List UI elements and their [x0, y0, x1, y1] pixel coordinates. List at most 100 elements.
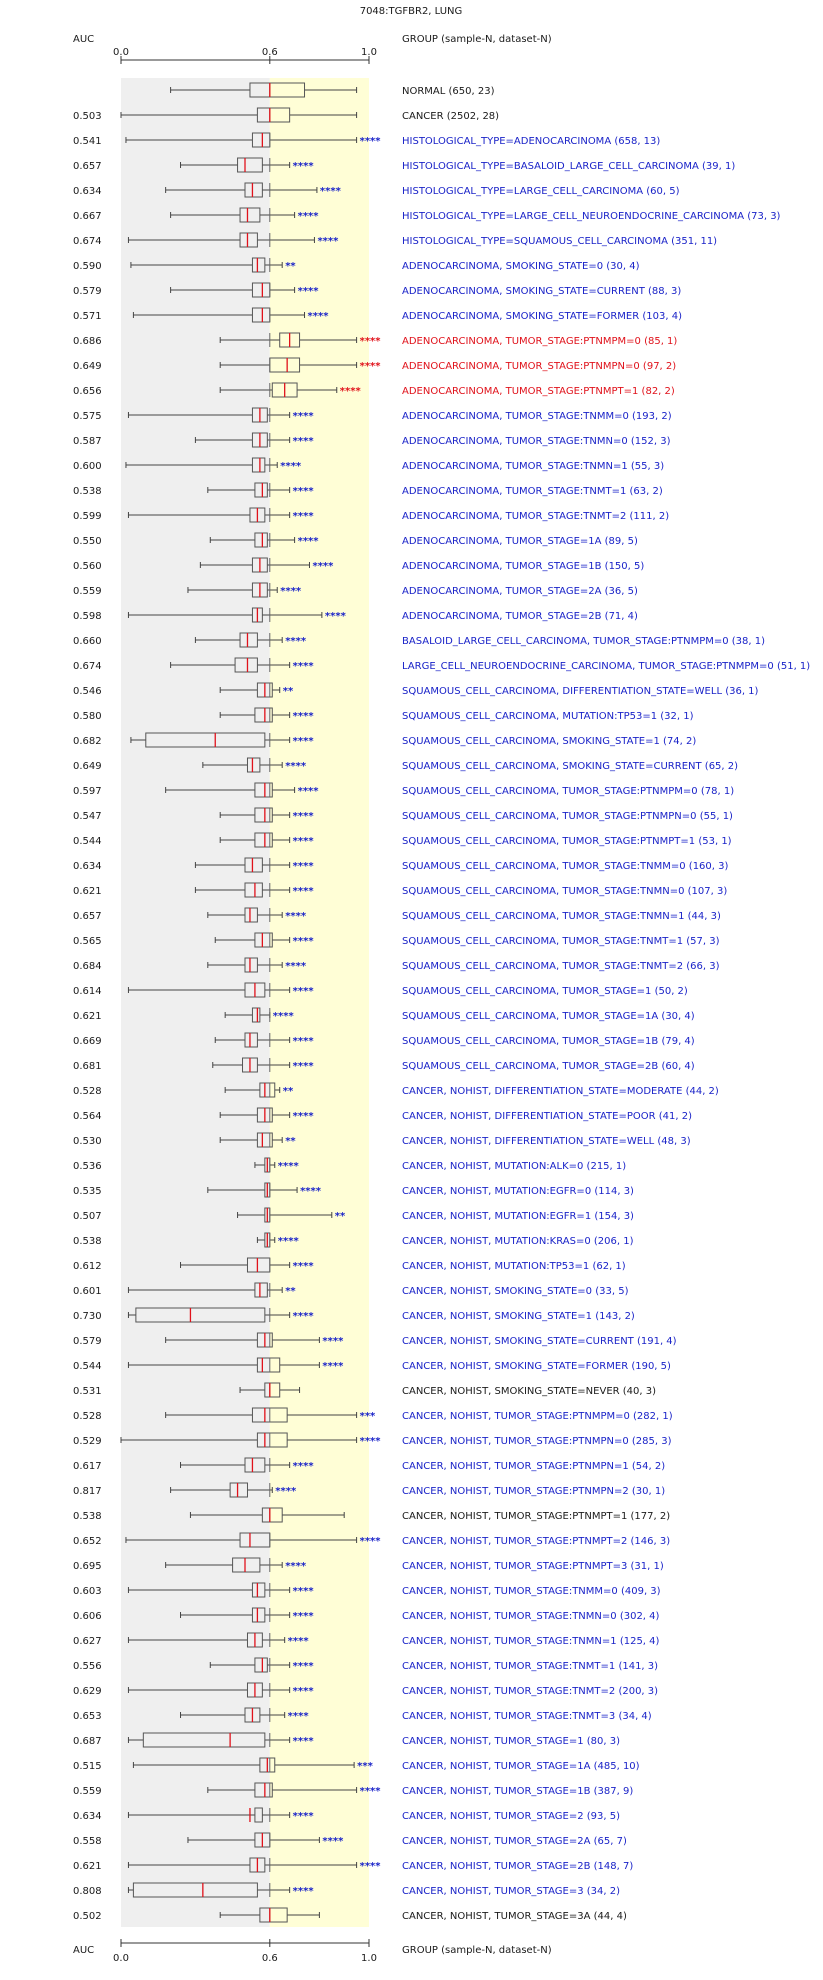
- auc-value: 0.621: [73, 1011, 102, 1022]
- box-row: **** 0.598 ADENOCARCINOMA, TUMOR_STAGE=2B …: [73, 607, 638, 623]
- significance-mark: ****: [293, 1036, 315, 1047]
- significance-mark: ****: [298, 211, 320, 222]
- auc-value: 0.598: [73, 611, 102, 622]
- box-iqr: [254, 932, 273, 948]
- auc-header-top: AUC: [73, 34, 94, 45]
- significance-mark: ****: [278, 1236, 300, 1247]
- significance-mark: ****: [325, 611, 347, 622]
- significance-mark: ****: [300, 1186, 322, 1197]
- x-tick-label-top: 0.0: [113, 47, 129, 58]
- group-label: CANCER, NOHIST, SMOKING_STATE=0 (33, 5): [402, 1286, 629, 1297]
- significance-mark: ****: [298, 786, 320, 797]
- group-label: ADENOCARCINOMA, TUMOR_STAGE:PTNMPT=1 (82…: [402, 386, 675, 397]
- significance-mark: ****: [293, 861, 315, 872]
- box-row: **** 0.660 BASALOID_LARGE_CELL_CARCINOMA, …: [73, 632, 765, 648]
- box-row: **** 0.634 SQUAMOUS_CELL_CARCINOMA, TUMOR_…: [73, 857, 729, 873]
- group-label: CANCER, NOHIST, TUMOR_STAGE=3A (44, 4): [402, 1911, 627, 1922]
- box-iqr: [244, 182, 263, 198]
- group-label: ADENOCARCINOMA, TUMOR_STAGE=2A (36, 5): [402, 586, 638, 597]
- significance-mark: ****: [293, 1811, 315, 1822]
- box-row: **** 0.600 ADENOCARCINOMA, TUMOR_STAGE:TNM…: [73, 457, 664, 473]
- auc-value: 0.599: [73, 511, 102, 522]
- group-label: CANCER, NOHIST, TUMOR_STAGE:TNMT=1 (141,…: [402, 1661, 658, 1672]
- box-iqr: [254, 1657, 268, 1673]
- auc-value: 0.603: [73, 1586, 102, 1597]
- auc-value: 0.612: [73, 1261, 102, 1272]
- group-label: ADENOCARCINOMA, SMOKING_STATE=0 (30, 4): [402, 261, 640, 272]
- box-iqr: [244, 907, 258, 923]
- box-row: **** 0.559 ADENOCARCINOMA, TUMOR_STAGE=2A …: [73, 582, 638, 598]
- box-iqr: [254, 482, 268, 498]
- significance-mark: ****: [275, 1486, 297, 1497]
- auc-value: 0.621: [73, 1861, 102, 1872]
- group-label: CANCER, NOHIST, MUTATION:ALK=0 (215, 1): [402, 1161, 626, 1172]
- box-iqr: [254, 707, 273, 723]
- box-row: **** 0.808 CANCER, NOHIST, TUMOR_STAGE=3 (…: [73, 1882, 620, 1898]
- group-label: CANCER, NOHIST, TUMOR_STAGE:PTNMPM=0 (28…: [402, 1411, 673, 1422]
- group-label: BASALOID_LARGE_CELL_CARCINOMA, TUMOR_STA…: [402, 636, 765, 647]
- group-label: CANCER, NOHIST, TUMOR_STAGE:PTNMPN=2 (30…: [402, 1486, 665, 1497]
- group-label: ADENOCARCINOMA, TUMOR_STAGE=1B (150, 5): [402, 561, 644, 572]
- box-row: 0.503 CANCER (2502, 28): [73, 107, 499, 123]
- group-label: SQUAMOUS_CELL_CARCINOMA, TUMOR_STAGE:PTN…: [402, 811, 733, 822]
- significance-mark: ****: [293, 886, 315, 897]
- auc-value: 0.587: [73, 436, 102, 447]
- auc-value: 0.538: [73, 486, 102, 497]
- box-iqr: [254, 807, 273, 823]
- box-row: **** 0.634 HISTOLOGICAL_TYPE=LARGE_CELL_CA…: [73, 182, 680, 198]
- auc-value: 0.544: [73, 1361, 102, 1372]
- group-label: ADENOCARCINOMA, SMOKING_STATE=CURRENT (8…: [402, 286, 681, 297]
- auc-value: 0.531: [73, 1386, 102, 1397]
- auc-value: 0.528: [73, 1411, 102, 1422]
- significance-mark: **: [335, 1211, 346, 1222]
- significance-mark: ****: [293, 1261, 315, 1272]
- auc-value: 0.600: [73, 461, 102, 472]
- auc-value: 0.556: [73, 1661, 102, 1672]
- box-iqr: [256, 1132, 273, 1148]
- significance-mark: ****: [285, 911, 307, 922]
- group-label: CANCER, NOHIST, SMOKING_STATE=1 (143, 2): [402, 1311, 635, 1322]
- group-label: HISTOLOGICAL_TYPE=ADENOCARCINOMA (658, 1…: [402, 136, 660, 147]
- auc-value: 0.730: [73, 1311, 102, 1322]
- box-row: **** 0.535 CANCER, NOHIST, MUTATION:EGFR=0…: [73, 1182, 634, 1198]
- significance-mark: ****: [293, 1311, 315, 1322]
- auc-value: 0.629: [73, 1686, 102, 1697]
- upper-range-region: [269, 78, 369, 1927]
- group-label: CANCER, NOHIST, TUMOR_STAGE=2B (148, 7): [402, 1861, 633, 1872]
- auc-value: 0.579: [73, 1336, 102, 1347]
- significance-mark: ****: [293, 486, 315, 497]
- box-row: **** 0.695 CANCER, NOHIST, TUMOR_STAGE:PTN…: [73, 1557, 664, 1573]
- box-row: **** 0.674 HISTOLOGICAL_TYPE=SQUAMOUS_CELL…: [73, 232, 717, 248]
- group-label: CANCER, NOHIST, TUMOR_STAGE:PTNMPT=3 (31…: [402, 1561, 664, 1572]
- box-iqr: [259, 1907, 288, 1923]
- box-iqr: [234, 657, 258, 673]
- box-iqr: [145, 732, 266, 748]
- auc-value: 0.503: [73, 111, 102, 122]
- box-iqr: [244, 957, 258, 973]
- box-row: **** 0.544 SQUAMOUS_CELL_CARCINOMA, TUMOR_…: [73, 832, 732, 848]
- significance-mark: ****: [360, 336, 382, 347]
- box-row: **** 0.571 ADENOCARCINOMA, SMOKING_STATE=F…: [73, 307, 682, 323]
- box-row: **** 0.547 SQUAMOUS_CELL_CARCINOMA, TUMOR_…: [73, 807, 733, 823]
- group-label: CANCER, NOHIST, MUTATION:EGFR=0 (114, 3): [402, 1186, 634, 1197]
- box-row: **** 0.667 HISTOLOGICAL_TYPE=LARGE_CELL_NE…: [73, 207, 781, 223]
- auc-value: 0.601: [73, 1286, 102, 1297]
- auc-value: 0.649: [73, 361, 102, 372]
- auc-value: 0.538: [73, 1236, 102, 1247]
- box-row: **** 0.617 CANCER, NOHIST, TUMOR_STAGE:PTN…: [73, 1457, 665, 1473]
- significance-mark: ****: [278, 1161, 300, 1172]
- box-row: **** 0.560 ADENOCARCINOMA, TUMOR_STAGE=1B …: [73, 557, 644, 573]
- box-iqr: [254, 1807, 263, 1823]
- box-row: **** 0.621 SQUAMOUS_CELL_CARCINOMA, TUMOR_…: [73, 1007, 695, 1023]
- group-label: CANCER, NOHIST, TUMOR_STAGE=2 (93, 5): [402, 1811, 620, 1822]
- box-row: **** 0.603 CANCER, NOHIST, TUMOR_STAGE:TNM…: [73, 1582, 661, 1598]
- significance-mark: ****: [293, 1061, 315, 1072]
- group-label: SQUAMOUS_CELL_CARCINOMA, TUMOR_STAGE:PTN…: [402, 786, 734, 797]
- significance-mark: **: [283, 1086, 294, 1097]
- significance-mark: ****: [288, 1636, 310, 1647]
- auc-value: 0.808: [73, 1886, 102, 1897]
- box-iqr: [249, 82, 306, 98]
- box-row: 0.502 CANCER, NOHIST, TUMOR_STAGE=3A (44,…: [73, 1907, 627, 1923]
- group-label: CANCER, NOHIST, MUTATION:TP53=1 (62, 1): [402, 1261, 626, 1272]
- box-iqr: [256, 1357, 281, 1373]
